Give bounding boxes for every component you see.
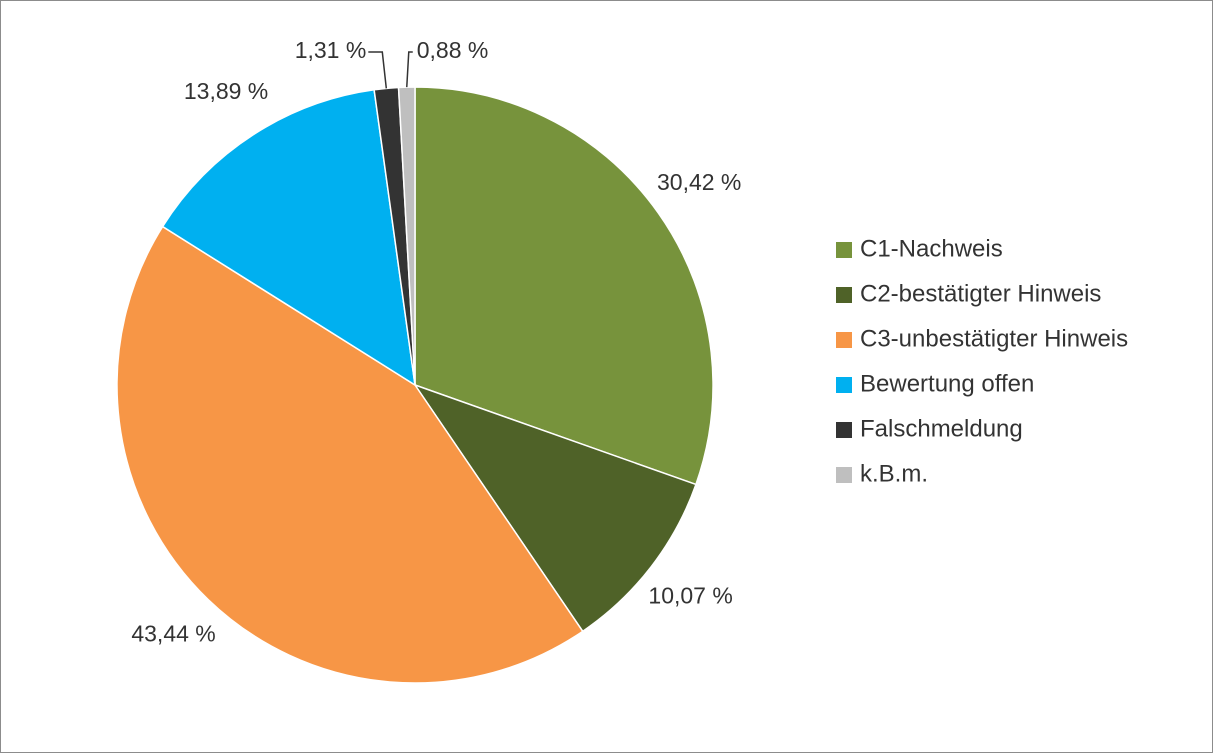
legend-swatch — [836, 377, 852, 393]
data-label: 0,88 % — [417, 37, 489, 63]
data-label: 1,31 % — [295, 37, 367, 63]
legend-label: k.B.m. — [860, 460, 928, 487]
leader-line — [406, 51, 413, 88]
data-label: 13,89 % — [184, 78, 268, 104]
pie-slice — [414, 86, 714, 486]
legend-label: C3-unbestätigter Hinweis — [860, 325, 1128, 352]
pie-slice — [116, 225, 584, 684]
pie-slice — [413, 383, 697, 633]
legend-label: C1-Nachweis — [860, 235, 1003, 262]
legend-label: Bewertung offen — [860, 370, 1034, 397]
data-label: 30,42 % — [657, 169, 741, 195]
data-label: 10,07 % — [648, 583, 732, 609]
legend-swatch — [836, 242, 852, 258]
legend-swatch — [836, 467, 852, 483]
leader-line — [368, 51, 388, 89]
legend-label: Falschmeldung — [860, 415, 1023, 442]
legend-label: C2-bestätigter Hinweis — [860, 280, 1101, 307]
legend-swatch — [836, 332, 852, 348]
legend-swatch — [836, 287, 852, 303]
legend-swatch — [836, 422, 852, 438]
data-label: 43,44 % — [131, 621, 215, 647]
pie-slice — [161, 88, 416, 387]
